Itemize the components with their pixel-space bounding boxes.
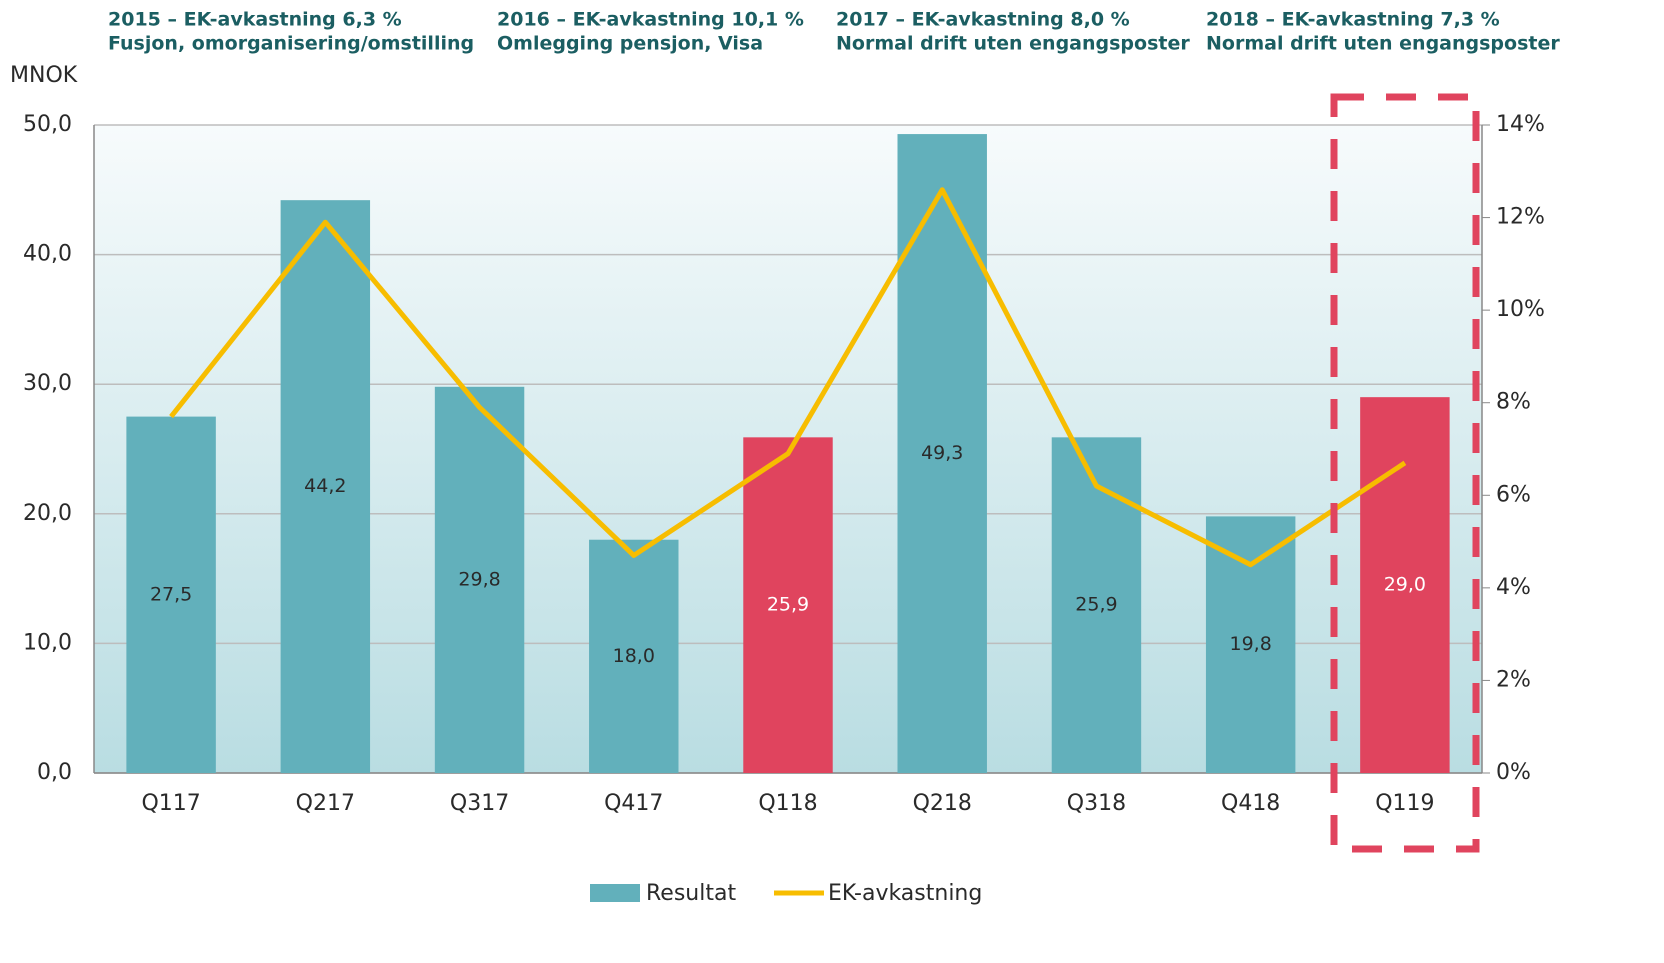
x-tick-label: Q117 [141,791,200,816]
line [169,187,1407,568]
bar [743,437,833,773]
bar [1205,516,1296,773]
annotation-text: Normal drift uten engangsposter [1206,33,1560,55]
x-tick-label: Q218 [913,791,972,816]
x-tick-label: Q418 [1221,791,1280,816]
x-tick-label: Q119 [1375,791,1434,816]
x-tick-label: Q118 [758,791,817,816]
y2-tick-label: 8% [1496,390,1531,415]
bar [126,416,216,773]
bar [1360,397,1450,773]
legend-label: Resultat [646,881,736,906]
y2-tick-label: 14% [1496,112,1545,137]
y2-tick-label: 12% [1496,205,1545,230]
data-label: 29,0 [1384,574,1426,596]
y-tick-label: 0,0 [37,760,72,785]
annotation-title: 2017 – EK-avkastning 8,0 % [836,9,1130,31]
y-tick-label: 30,0 [23,371,72,396]
annotation-title: 2018 – EK-avkastning 7,3 % [1206,9,1500,31]
highlight-box [1330,93,1480,853]
y2-tick-label: 6% [1496,482,1531,507]
data-label: 44,2 [304,475,346,497]
data-label: 29,8 [458,568,500,590]
legend-label: EK-avkastning [828,881,982,906]
annotation-title: 2015 – EK-avkastning 6,3 % [108,9,402,31]
annotation-text: Normal drift uten engangsposter [836,33,1190,55]
y-tick-label: 40,0 [23,242,72,267]
data-label: 25,9 [767,594,809,616]
x-tick-label: Q217 [296,791,355,816]
y2-tick-label: 0% [1496,760,1531,785]
legend-swatch [590,884,640,902]
y-axis-label: MNOK [10,63,78,88]
data-label: 27,5 [150,583,192,605]
annotation-text: Fusjon, omorganisering/omstilling [108,33,474,55]
bar [280,200,371,774]
y2-tick-label: 2% [1496,667,1531,692]
data-label: 18,0 [613,645,655,667]
annotation-title: 2016 – EK-avkastning 10,1 % [497,9,804,31]
y-tick-label: 10,0 [23,630,72,655]
data-label: 25,9 [1075,594,1117,616]
bar [434,386,525,773]
y-tick-label: 20,0 [23,501,72,526]
y2-tick-label: 10% [1496,297,1545,322]
bar [1051,437,1142,773]
bar [589,539,679,773]
x-tick-label: Q318 [1067,791,1126,816]
y2-tick-label: 4% [1496,575,1531,600]
x-tick-label: Q317 [450,791,509,816]
annotation-text: Omlegging pensjon, Visa [497,33,763,55]
y-tick-label: 50,0 [23,112,72,137]
data-label: 19,8 [1230,633,1272,655]
x-tick-label: Q417 [604,791,663,816]
data-label: 49,3 [921,442,963,464]
